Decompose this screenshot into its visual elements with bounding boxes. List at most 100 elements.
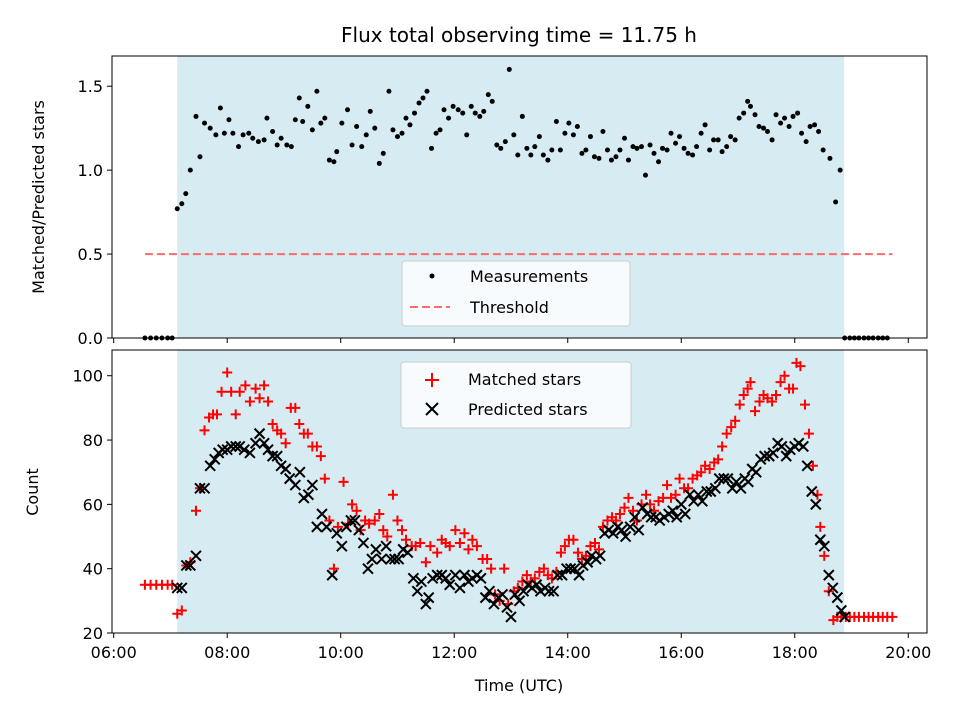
matched-star-point (623, 492, 634, 503)
measurement-point (803, 139, 809, 145)
matched-star-point (216, 386, 227, 397)
x-tick-label: 10:00 (318, 643, 364, 662)
predicted-star-point (581, 556, 594, 568)
measurement-point (741, 110, 747, 116)
matched-star-point (254, 393, 265, 404)
measurement-point (778, 120, 784, 126)
measurement-point (639, 144, 645, 150)
predicted-star-point (823, 569, 835, 581)
matched-star-point (662, 480, 673, 491)
legend-predicted-marker (425, 402, 439, 416)
measurement-point (600, 129, 606, 135)
predicted-star-point (375, 553, 388, 565)
matched-star-point (347, 499, 358, 510)
measurement-point (217, 105, 223, 111)
predicted-star-point (289, 479, 302, 491)
measurement-point (250, 135, 256, 141)
measurement-point (579, 150, 585, 156)
measurement-point (485, 92, 491, 98)
measurements-series (142, 66, 890, 341)
measurement-point (656, 159, 662, 165)
predicted-star-point (190, 550, 202, 562)
measurement-point (625, 157, 631, 163)
x-tick-label: 06:00 (91, 643, 137, 662)
measurement-point (587, 134, 593, 140)
predicted-star-point (262, 443, 274, 456)
measurement-point (773, 112, 779, 118)
top-x-ticks (113, 338, 909, 343)
measurement-point (399, 130, 405, 136)
measurement-point (412, 110, 418, 116)
matched-stars-series (139, 357, 898, 626)
measurement-point (309, 127, 315, 133)
predicted-star-point (209, 453, 221, 466)
predicted-star-point (684, 489, 696, 501)
matched-star-point (730, 415, 741, 426)
measurement-point (545, 157, 551, 163)
matched-star-point (355, 525, 366, 536)
matched-star-point (717, 441, 728, 452)
measurement-point (756, 124, 762, 129)
matched-star-point (311, 441, 322, 452)
matched-star-point (420, 557, 431, 568)
legend-matched-marker (425, 373, 439, 387)
predicted-star-point (810, 498, 822, 511)
predicted-star-point (827, 582, 839, 594)
predicted-star-point (294, 466, 306, 478)
predicted-star-point (517, 585, 530, 597)
predicted-star-point (340, 521, 353, 533)
top-y-ticks: 0.0 0.5 1.0 1.5 (78, 77, 112, 348)
measurement-point (179, 201, 185, 207)
measurement-point (472, 110, 478, 116)
predicted-star-point (380, 540, 392, 552)
predicted-star-point (388, 553, 401, 565)
matched-star-point (726, 422, 737, 433)
top-y-tick-label: 0.0 (78, 329, 103, 348)
measurement-point (187, 167, 193, 173)
predicted-star-point (230, 440, 242, 453)
matched-star-point (767, 396, 778, 407)
measurement-point (591, 154, 597, 160)
measurement-point (613, 154, 619, 160)
measurement-point (681, 145, 687, 151)
measurement-point (698, 130, 704, 136)
measurement-point (707, 147, 713, 153)
matched-star-point (795, 361, 806, 372)
measurement-point (197, 154, 203, 160)
measurement-point (642, 172, 648, 178)
matched-star-point (222, 367, 233, 378)
predicted-star-point (266, 450, 279, 462)
measurement-point (455, 107, 461, 113)
matched-star-point (619, 502, 630, 513)
measurement-point (349, 142, 355, 148)
measurement-point (322, 115, 328, 121)
x-tick-label: 08:00 (204, 643, 250, 662)
measurement-point (403, 115, 409, 121)
predicted-star-point (420, 598, 432, 610)
measurement-point (477, 113, 483, 119)
measurement-point (724, 144, 730, 150)
predicted-star-point (530, 579, 543, 591)
measurement-point (630, 144, 636, 150)
measurement-point (786, 124, 792, 129)
measurement-point (437, 127, 443, 133)
measurement-point (296, 95, 302, 101)
matched-star-point (400, 534, 411, 545)
measurement-point (807, 124, 813, 129)
matched-star-point (771, 390, 782, 401)
matched-star-point (369, 515, 380, 526)
measurement-point (394, 134, 400, 140)
predicted-star-point (316, 508, 328, 520)
predicted-star-point (718, 472, 730, 485)
predicted-star-point (454, 582, 466, 594)
measurement-point (511, 132, 517, 138)
matched-star-point (190, 505, 201, 516)
matched-star-point (471, 541, 482, 552)
predicted-star-point (547, 585, 560, 597)
predicted-star-point (780, 450, 792, 462)
predicted-star-point (726, 482, 739, 494)
measurement-point (812, 122, 818, 128)
matched-star-point (754, 396, 765, 407)
measurement-point (769, 137, 775, 143)
